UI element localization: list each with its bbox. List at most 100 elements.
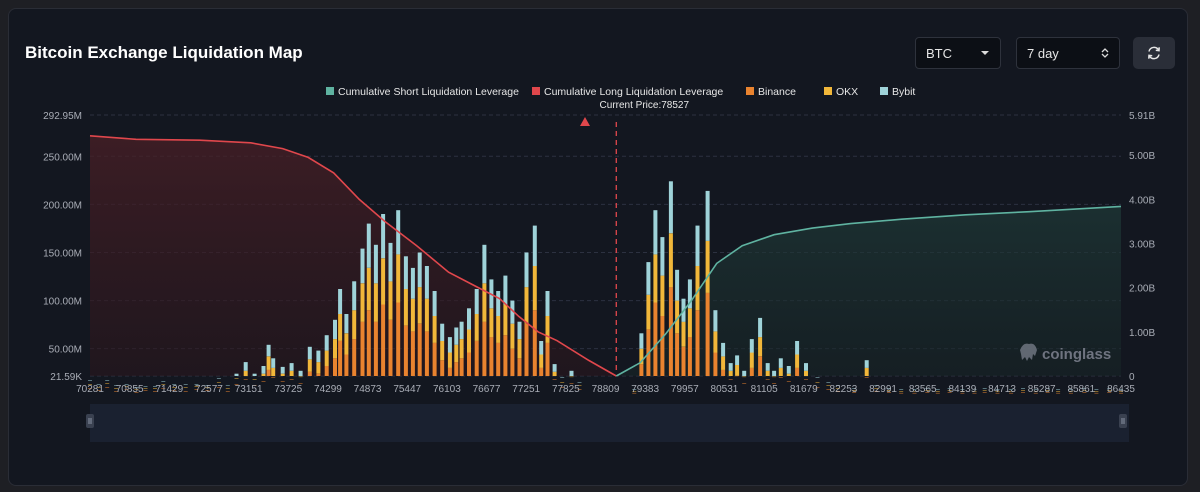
coin-select[interactable]: BTC bbox=[915, 37, 1001, 69]
bar-bybit bbox=[560, 377, 565, 378]
bar-okx bbox=[172, 387, 177, 388]
bar-binance bbox=[474, 341, 479, 376]
bar-okx bbox=[695, 266, 700, 311]
bar-bybit bbox=[1033, 389, 1038, 390]
x-tick-label: 85861 bbox=[1067, 384, 1095, 395]
bar-stack bbox=[947, 388, 952, 393]
x-tick-label: 81105 bbox=[751, 384, 779, 395]
bar-binance bbox=[373, 321, 378, 376]
coinglass-logo-icon bbox=[1020, 343, 1037, 361]
bar-binance bbox=[758, 356, 763, 376]
bar-bybit bbox=[705, 190, 710, 241]
bar-bybit bbox=[388, 242, 393, 282]
legend-item-binance[interactable]: Binance bbox=[746, 86, 796, 98]
bar-binance bbox=[539, 367, 544, 376]
x-tick-label: 73725 bbox=[274, 384, 302, 395]
bar-okx bbox=[721, 356, 726, 370]
range-slider[interactable] bbox=[86, 404, 1129, 442]
bar-bybit bbox=[447, 337, 452, 353]
bar-okx bbox=[234, 378, 239, 379]
bar-bybit bbox=[344, 314, 349, 334]
bar-binance bbox=[705, 292, 710, 376]
bar-bybit bbox=[172, 384, 177, 385]
bar-stack bbox=[440, 323, 445, 376]
x-tick-label: 84713 bbox=[988, 384, 1016, 395]
bar-okx bbox=[749, 352, 754, 368]
bar-binance bbox=[143, 390, 148, 391]
bar-okx bbox=[352, 310, 357, 340]
legend-swatch bbox=[824, 87, 832, 95]
bar-okx bbox=[960, 391, 965, 392]
bar-binance bbox=[440, 360, 445, 376]
range-handle-left[interactable] bbox=[86, 414, 94, 428]
legend[interactable]: Cumulative Short Liquidation Leverage Cum… bbox=[326, 86, 915, 98]
bar-okx bbox=[447, 352, 452, 368]
bar-bybit bbox=[403, 256, 408, 289]
x-tick-label: 70281 bbox=[76, 384, 104, 395]
bar-bybit bbox=[338, 289, 343, 314]
bar-stack bbox=[381, 214, 386, 376]
x-tick-label: 71429 bbox=[155, 384, 183, 395]
bar-binance bbox=[1082, 392, 1087, 393]
refresh-button[interactable] bbox=[1133, 37, 1175, 69]
bar-bybit bbox=[925, 388, 930, 389]
legend-item-cum_short[interactable]: Cumulative Short Liquidation Leverage bbox=[326, 86, 519, 98]
bar-okx bbox=[124, 386, 129, 387]
bar-binance bbox=[183, 391, 188, 392]
x-tick-label: 76677 bbox=[473, 384, 501, 395]
legend-item-okx[interactable]: OKX bbox=[824, 86, 858, 98]
range-select[interactable]: 7 day bbox=[1016, 37, 1120, 69]
bar-okx bbox=[545, 316, 550, 343]
x-tick-label: 78809 bbox=[592, 384, 620, 395]
bar-stack bbox=[646, 262, 651, 376]
bar-okx bbox=[271, 367, 276, 376]
bar-bybit bbox=[852, 388, 857, 389]
bar-okx bbox=[532, 266, 537, 311]
bar-bybit bbox=[124, 384, 129, 385]
x-tick-label: 77251 bbox=[512, 384, 540, 395]
bar-okx bbox=[432, 316, 437, 343]
bar-bybit bbox=[510, 300, 515, 324]
legend-item-cum_long[interactable]: Cumulative Long Liquidation Leverage bbox=[532, 86, 723, 98]
bar-binance bbox=[114, 391, 119, 392]
bar-bybit bbox=[440, 323, 445, 341]
bar-okx bbox=[373, 283, 378, 322]
legend-item-bybit[interactable]: Bybit bbox=[880, 86, 915, 98]
bar-bybit bbox=[503, 275, 508, 305]
watermark-text: coinglass bbox=[1042, 346, 1111, 363]
bar-stack bbox=[935, 389, 940, 394]
bar-bybit bbox=[539, 341, 544, 355]
bar-stack bbox=[687, 279, 692, 376]
bar-okx bbox=[874, 388, 879, 389]
bar-bybit bbox=[660, 237, 665, 276]
bar-stack bbox=[266, 344, 271, 376]
bar-okx bbox=[632, 391, 637, 392]
bar-stack bbox=[675, 269, 680, 376]
bar-binance bbox=[552, 379, 557, 380]
bar-bybit bbox=[143, 386, 148, 387]
x-tick-label: 79383 bbox=[631, 384, 659, 395]
bar-okx bbox=[266, 356, 271, 370]
bar-bybit bbox=[742, 370, 747, 376]
bar-bybit bbox=[161, 381, 166, 382]
y-left-tick-label: 200.00M bbox=[43, 200, 82, 211]
bar-okx bbox=[289, 370, 294, 376]
bar-binance bbox=[366, 310, 371, 376]
bar-bybit bbox=[252, 373, 257, 376]
y-left-tick-label: 100.00M bbox=[43, 297, 82, 308]
bar-stack bbox=[496, 291, 501, 376]
bar-binance bbox=[432, 342, 437, 376]
bar-bybit bbox=[496, 291, 501, 316]
bar-okx bbox=[852, 390, 857, 391]
cumulative-lines bbox=[89, 135, 1122, 377]
bar-bybit bbox=[417, 252, 422, 288]
bar-stack bbox=[105, 380, 110, 388]
bar-stack bbox=[786, 366, 791, 382]
bar-stack bbox=[454, 327, 459, 376]
bar-okx bbox=[324, 350, 329, 366]
bar-okx bbox=[344, 333, 349, 355]
range-handle-right[interactable] bbox=[1119, 414, 1127, 428]
range-slider-track[interactable] bbox=[90, 404, 1129, 442]
bar-binance bbox=[396, 302, 401, 376]
bar-stack bbox=[1056, 389, 1061, 394]
